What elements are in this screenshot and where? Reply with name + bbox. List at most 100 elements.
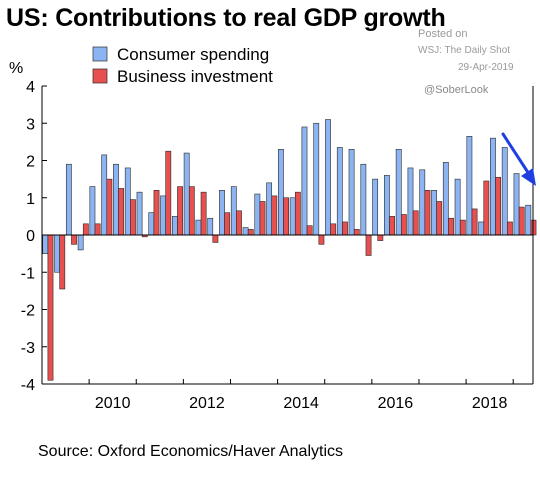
bar-consumer-spending — [278, 149, 284, 236]
bar-consumer-spending — [289, 197, 296, 236]
bar-consumer-spending — [501, 147, 508, 236]
bar-business-investment — [224, 212, 231, 236]
bar-business-investment — [471, 208, 478, 236]
bar-consumer-spending — [101, 154, 108, 236]
bar-consumer-spending — [431, 190, 437, 236]
bar-business-investment — [94, 223, 101, 236]
bar-business-investment — [330, 223, 337, 236]
bar-consumer-spending — [136, 191, 143, 236]
bar-consumer-spending — [230, 186, 237, 236]
bar-business-investment — [118, 188, 125, 236]
downward-arrow-icon — [521, 168, 536, 186]
attribution-posted: Posted on — [418, 28, 468, 40]
bar-consumer-spending — [242, 227, 249, 236]
bar-business-investment — [271, 195, 278, 236]
bar-business-investment — [71, 234, 77, 245]
legend-label: Business investment — [117, 67, 273, 86]
bar-business-investment — [412, 210, 419, 236]
bar-consumer-spending — [266, 182, 273, 236]
bar-consumer-spending — [348, 149, 355, 236]
legend-swatch — [92, 46, 108, 62]
legend-swatch — [92, 68, 108, 84]
bar-consumer-spending — [313, 122, 320, 236]
bar-consumer-spending — [254, 193, 261, 236]
y-tick-label: -2 — [21, 303, 35, 320]
bars-group — [42, 119, 537, 381]
bar-consumer-spending — [384, 175, 390, 236]
bar-business-investment — [495, 176, 502, 236]
y-tick-label: 4 — [26, 79, 35, 96]
bar-consumer-spending — [77, 234, 84, 251]
bar-consumer-spending — [336, 147, 343, 236]
bar-business-investment — [353, 229, 360, 236]
y-tick-label: -1 — [21, 265, 35, 282]
bar-consumer-spending — [89, 186, 96, 236]
bar-consumer-spending — [65, 163, 72, 236]
bar-business-investment — [483, 180, 490, 236]
bar-business-investment — [306, 225, 313, 236]
bar-business-investment — [283, 197, 289, 236]
bar-consumer-spending — [454, 178, 461, 236]
downward-arrow-shaft — [501, 132, 531, 176]
bar-consumer-spending — [160, 195, 166, 236]
bar-business-investment — [389, 216, 395, 236]
bar-consumer-spending — [183, 152, 190, 236]
bar-consumer-spending — [478, 221, 485, 236]
bar-consumer-spending — [525, 204, 532, 236]
bar-business-investment — [212, 234, 219, 243]
bar-business-investment — [436, 201, 443, 236]
bar-consumer-spending — [466, 135, 473, 236]
bar-business-investment — [518, 206, 525, 236]
annotations — [501, 132, 536, 186]
attribution-date: 29-Apr-2019 — [458, 62, 514, 73]
y-tick-label: -3 — [21, 340, 35, 357]
bar-business-investment — [188, 186, 195, 236]
bar-business-investment — [247, 229, 254, 236]
bar-consumer-spending — [219, 190, 225, 236]
bar-business-investment — [200, 191, 207, 236]
axes-group: 4 3 2 1 0 -1 -2 -3 -4% 2010 2012 2014 2016 2018 — [9, 60, 534, 412]
attribution-outlet: WSJ: The Daily Shot — [418, 45, 511, 56]
bar-consumer-spending — [124, 167, 131, 236]
bar-consumer-spending — [360, 163, 367, 236]
bar-business-investment — [165, 150, 172, 236]
bar-business-investment — [448, 217, 454, 236]
bar-consumer-spending — [442, 162, 449, 236]
y-tick-label: 1 — [26, 191, 35, 208]
bar-business-investment — [342, 221, 348, 236]
bar-consumer-spending — [372, 178, 379, 236]
bar-business-investment — [153, 190, 160, 236]
bar-consumer-spending — [419, 169, 426, 236]
bar-business-investment — [59, 234, 66, 290]
bar-business-investment — [318, 234, 325, 245]
bar-business-investment — [424, 190, 431, 236]
y-axis-unit-label: % — [9, 60, 23, 77]
bar-business-investment — [507, 221, 513, 236]
legend: Consumer spending Business investment — [92, 45, 273, 86]
x-tick-label: 2016 — [378, 395, 414, 412]
y-tick-label: 2 — [26, 154, 35, 171]
x-tick-label: 2018 — [472, 395, 508, 412]
bar-business-investment — [259, 201, 266, 236]
x-tick-label: 2014 — [283, 395, 319, 412]
y-tick-label: 0 — [26, 228, 35, 245]
bar-business-investment — [377, 234, 384, 241]
legend-label: Consumer spending — [117, 45, 269, 64]
x-tick-label: 2012 — [189, 395, 225, 412]
bar-business-investment — [130, 199, 136, 236]
bar-consumer-spending — [325, 119, 331, 236]
chart-title: US: Contributions to real GDP growth — [6, 4, 446, 32]
bar-consumer-spending — [301, 126, 308, 236]
bar-business-investment — [294, 191, 301, 236]
bar-consumer-spending — [513, 173, 520, 236]
bar-consumer-spending — [42, 234, 49, 254]
bar-consumer-spending — [490, 137, 496, 236]
attribution-handle: @SoberLook — [424, 84, 489, 96]
y-tick-label: 3 — [26, 116, 35, 133]
source-note: Source: Oxford Economics/Haver Analytics — [38, 443, 344, 460]
bar-consumer-spending — [113, 163, 119, 236]
bar-consumer-spending — [148, 212, 155, 236]
bar-consumer-spending — [171, 216, 178, 236]
bar-consumer-spending — [54, 234, 60, 273]
